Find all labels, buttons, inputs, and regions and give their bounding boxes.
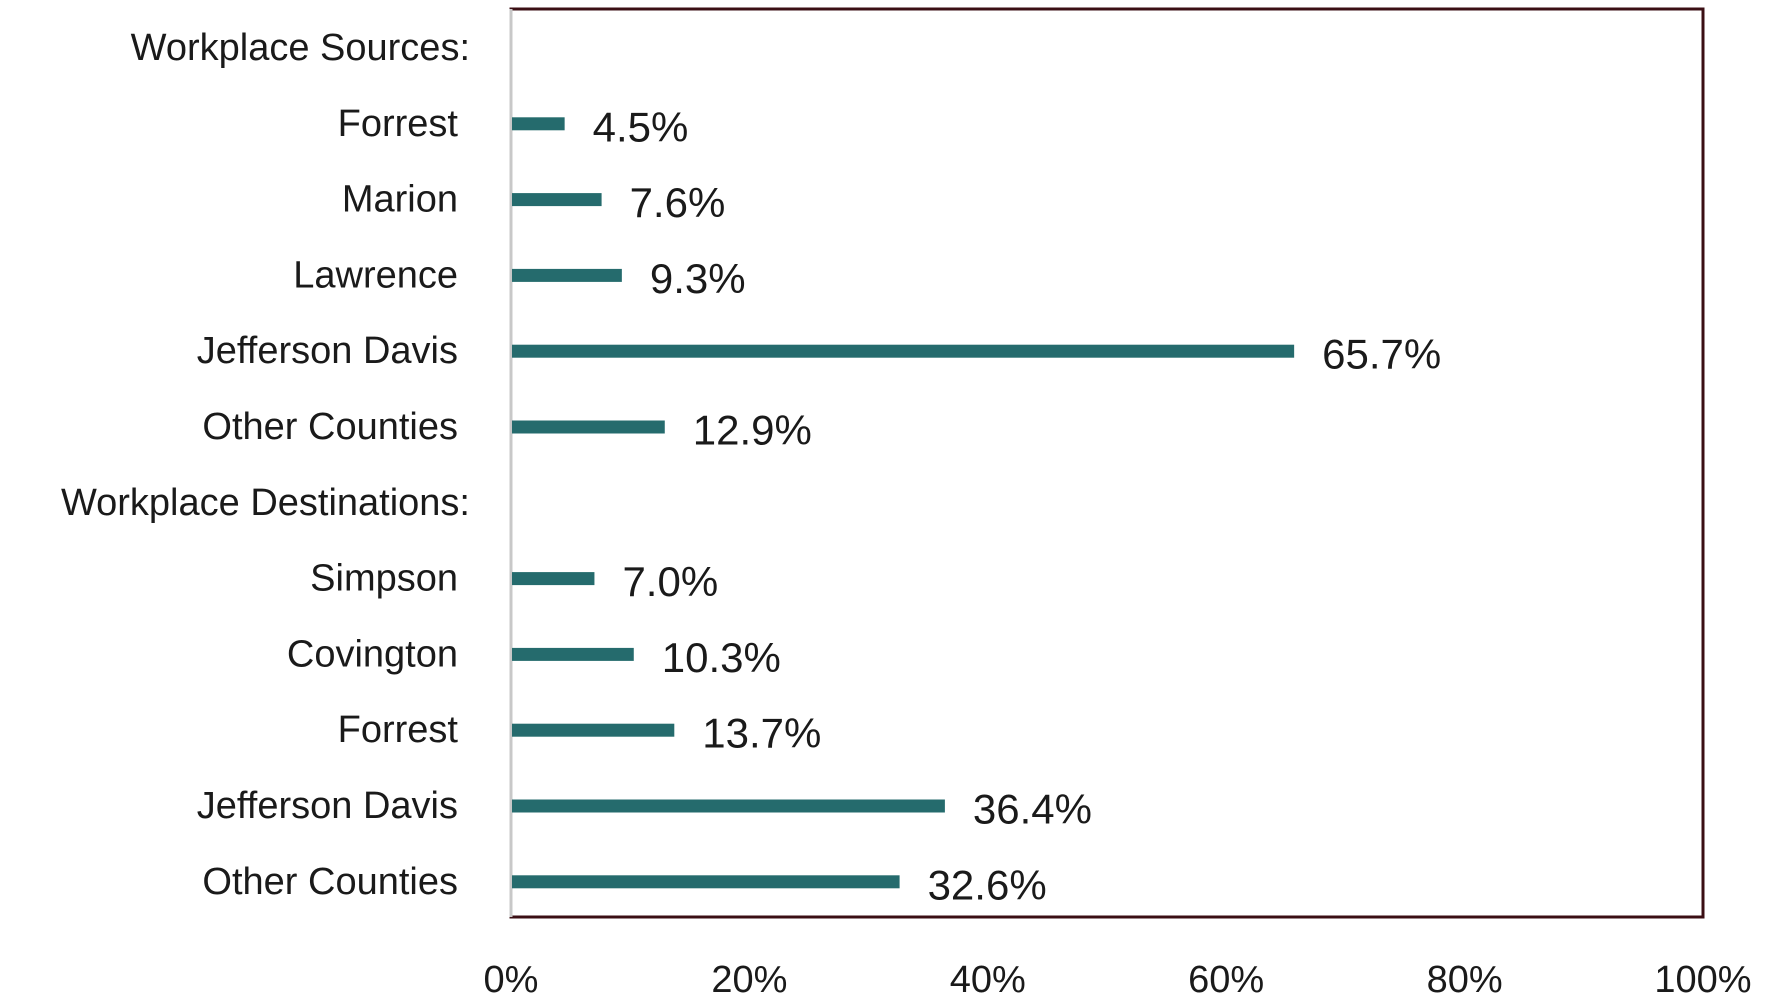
bar-forrest [512, 723, 675, 737]
category-label: Jefferson Davis [197, 330, 458, 372]
value-labels: 4.5% 7.6% 9.3% 65.7% 12.9% 7.0% 10.3% 13.7% 36.4… [593, 103, 1442, 908]
data-label: 10.3% [662, 634, 781, 681]
x-tick-label: 0% [484, 959, 539, 995]
category-label: Marion [342, 179, 458, 221]
category-label: Lawrence [293, 254, 458, 296]
category-label: Forrest [338, 709, 459, 751]
bar-forrest [512, 117, 565, 131]
category-labels: Workplace Sources: Forrest Marion Lawrence J… [61, 27, 470, 903]
bars [512, 117, 1295, 889]
category-label: Other Counties [202, 406, 458, 448]
plot-area-border [509, 7, 1705, 919]
data-label: 36.4% [973, 786, 1092, 833]
category-label: Simpson [310, 558, 458, 600]
category-label: Jefferson Davis [197, 785, 458, 827]
group-header-label: Workplace Destinations: [61, 482, 470, 524]
x-axis-tick-labels: 0% 20% 40% 60% 80% 100% [484, 959, 1752, 1000]
data-label: 4.5% [593, 103, 689, 150]
bar-other-counties [512, 420, 665, 434]
data-label: 9.3% [650, 255, 746, 302]
bar-covington [512, 647, 634, 661]
x-tick-label: 20% [711, 959, 787, 995]
data-label: 65.7% [1322, 331, 1441, 378]
bar-other-counties [512, 875, 900, 889]
data-label: 7.0% [622, 558, 718, 605]
x-tick-label: 80% [1427, 959, 1503, 995]
category-label: Covington [287, 633, 458, 675]
data-label: 12.9% [693, 407, 812, 454]
bar-lawrence [512, 268, 622, 282]
x-tick-label: 100% [1654, 959, 1751, 995]
category-label: Forrest [338, 103, 459, 145]
x-tick-label: 60% [1188, 959, 1264, 995]
x-tick-label: 40% [950, 959, 1026, 995]
bar-marion [512, 193, 602, 207]
data-label: 7.6% [630, 179, 726, 226]
group-header-label: Workplace Sources: [131, 27, 470, 69]
bar-simpson [512, 572, 595, 586]
bar-jefferson-davis [512, 799, 945, 813]
data-label: 32.6% [928, 861, 1047, 908]
category-label: Other Counties [202, 861, 458, 903]
data-label: 13.7% [702, 710, 821, 757]
bar-jefferson-davis [512, 344, 1295, 358]
